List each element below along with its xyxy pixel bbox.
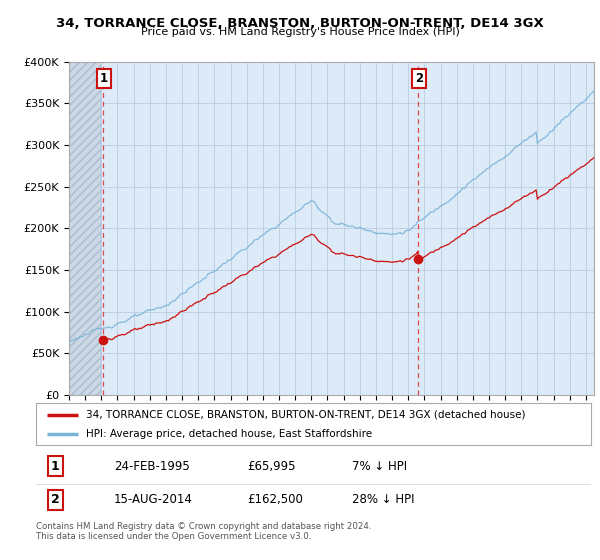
Text: 34, TORRANCE CLOSE, BRANSTON, BURTON-ON-TRENT, DE14 3GX (detached house): 34, TORRANCE CLOSE, BRANSTON, BURTON-ON-… [86, 409, 526, 419]
Text: £65,995: £65,995 [247, 460, 295, 473]
Text: Price paid vs. HM Land Registry's House Price Index (HPI): Price paid vs. HM Land Registry's House … [140, 27, 460, 37]
Text: 15-AUG-2014: 15-AUG-2014 [114, 493, 193, 506]
Text: 28% ↓ HPI: 28% ↓ HPI [352, 493, 415, 506]
Bar [69, 62, 101, 395]
Text: £162,500: £162,500 [247, 493, 303, 506]
Text: 1: 1 [100, 72, 108, 85]
Text: 2: 2 [415, 72, 423, 85]
Text: 2: 2 [51, 493, 60, 506]
Text: 34, TORRANCE CLOSE, BRANSTON, BURTON-ON-TRENT, DE14 3GX: 34, TORRANCE CLOSE, BRANSTON, BURTON-ON-… [56, 17, 544, 30]
Text: 1: 1 [51, 460, 60, 473]
Text: HPI: Average price, detached house, East Staffordshire: HPI: Average price, detached house, East… [86, 429, 372, 439]
Text: Contains HM Land Registry data © Crown copyright and database right 2024.
This d: Contains HM Land Registry data © Crown c… [36, 522, 371, 542]
Text: 24-FEB-1995: 24-FEB-1995 [114, 460, 190, 473]
Text: 7% ↓ HPI: 7% ↓ HPI [352, 460, 407, 473]
